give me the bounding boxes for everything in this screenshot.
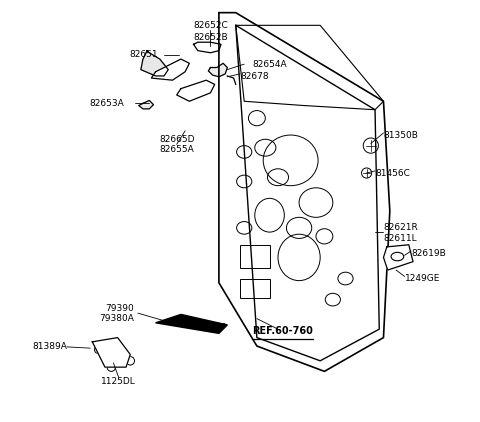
Polygon shape xyxy=(384,245,413,270)
Text: 81389A: 81389A xyxy=(32,342,67,352)
Polygon shape xyxy=(139,100,154,109)
Polygon shape xyxy=(151,59,189,80)
Text: 81350B: 81350B xyxy=(384,130,419,140)
Bar xyxy=(240,279,270,298)
Text: 82653A: 82653A xyxy=(89,99,124,108)
Text: 81456C: 81456C xyxy=(375,168,410,178)
Text: 82611L: 82611L xyxy=(384,234,417,243)
Text: 1125DL: 1125DL xyxy=(101,376,136,386)
Text: 82652C: 82652C xyxy=(193,21,228,30)
Bar xyxy=(240,245,270,268)
Polygon shape xyxy=(92,338,130,367)
Polygon shape xyxy=(141,51,168,76)
Text: 82651: 82651 xyxy=(129,50,158,60)
Text: 82652B: 82652B xyxy=(193,32,228,42)
Text: 79380A: 79380A xyxy=(99,314,133,323)
Polygon shape xyxy=(208,63,228,77)
Text: 82621R: 82621R xyxy=(384,223,418,233)
Text: 82665D: 82665D xyxy=(159,135,194,144)
Text: 79390: 79390 xyxy=(105,303,133,313)
Text: REF.60-760: REF.60-760 xyxy=(252,326,312,336)
Text: 1249GE: 1249GE xyxy=(405,274,440,283)
Polygon shape xyxy=(177,80,215,101)
Text: 82654A: 82654A xyxy=(252,60,288,69)
Text: 82619B: 82619B xyxy=(411,249,445,258)
Polygon shape xyxy=(156,314,228,333)
Text: 82678: 82678 xyxy=(240,72,269,81)
Text: 82655A: 82655A xyxy=(159,145,194,154)
